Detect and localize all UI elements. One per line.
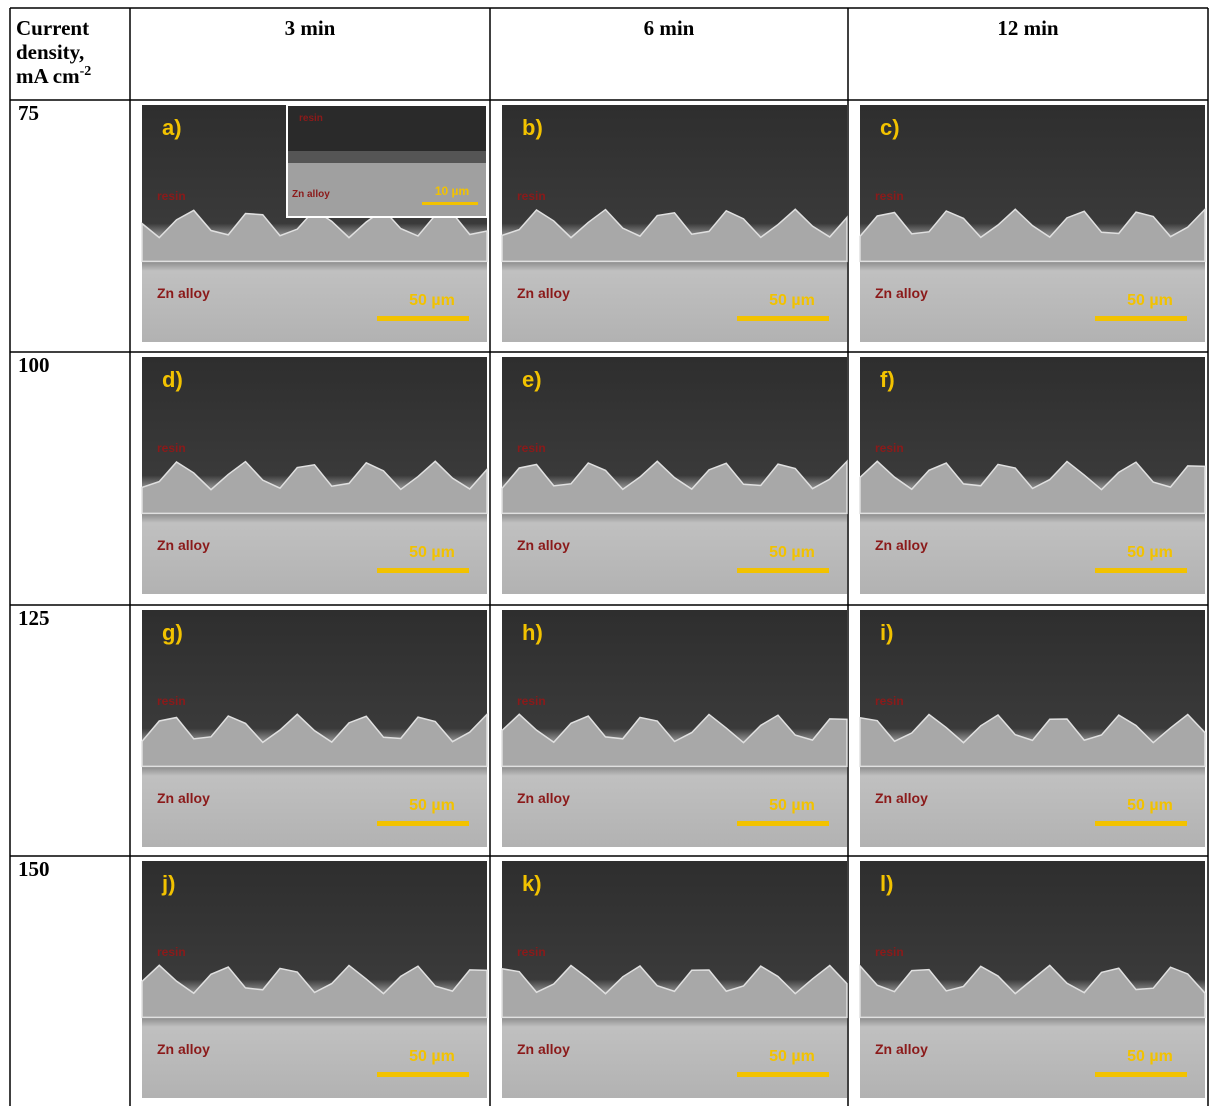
scale-bar bbox=[737, 1072, 829, 1077]
inset-resin-label: resin bbox=[299, 113, 323, 124]
scale-bar bbox=[737, 821, 829, 826]
alloy-label: Zn alloy bbox=[517, 537, 570, 553]
page: Currentdensity,mA cm-2 3 min 6 min 12 min 75… bbox=[0, 0, 1210, 1106]
resin-label: resin bbox=[875, 945, 904, 959]
resin-label: resin bbox=[157, 441, 186, 455]
column-header: 3 min bbox=[285, 16, 336, 40]
column-header: 6 min bbox=[644, 16, 695, 40]
scale-label: 50 µm bbox=[1127, 1048, 1173, 1065]
panel-letter: a) bbox=[162, 115, 182, 140]
panel-letter: b) bbox=[522, 115, 543, 140]
scale-bar bbox=[1095, 568, 1187, 573]
scale-label: 50 µm bbox=[769, 292, 815, 309]
panel-letter: l) bbox=[880, 871, 893, 896]
panel-letter: c) bbox=[880, 115, 900, 140]
scale-bar bbox=[377, 568, 469, 573]
row-label: 75 bbox=[18, 101, 39, 125]
row-label: 100 bbox=[18, 353, 50, 377]
alloy-label: Zn alloy bbox=[157, 790, 210, 806]
scale-bar bbox=[1095, 821, 1187, 826]
column-header: 12 min bbox=[997, 16, 1059, 40]
inset-scale-label: 10 µm bbox=[435, 184, 469, 198]
alloy-label: Zn alloy bbox=[875, 537, 928, 553]
resin-label: resin bbox=[875, 694, 904, 708]
row-label: 125 bbox=[18, 606, 50, 630]
table: Currentdensity,mA cm-2 3 min 6 min 12 min 75… bbox=[0, 0, 1210, 1106]
resin-label: resin bbox=[517, 694, 546, 708]
row-label: 150 bbox=[18, 857, 50, 881]
inset-scale-bar bbox=[422, 202, 478, 205]
header-text: Current bbox=[16, 16, 89, 40]
alloy-label: Zn alloy bbox=[875, 285, 928, 301]
alloy-label: Zn alloy bbox=[875, 1041, 928, 1057]
resin-label: resin bbox=[517, 441, 546, 455]
panel-letter: i) bbox=[880, 620, 893, 645]
scale-bar bbox=[377, 1072, 469, 1077]
resin-label: resin bbox=[157, 189, 186, 203]
panel-letter: k) bbox=[522, 871, 542, 896]
resin-label: resin bbox=[875, 441, 904, 455]
alloy-label: Zn alloy bbox=[517, 285, 570, 301]
panel-letter: f) bbox=[880, 367, 895, 392]
resin-label: resin bbox=[157, 945, 186, 959]
panel-letter: d) bbox=[162, 367, 183, 392]
inset-alloy-label: Zn alloy bbox=[292, 189, 330, 200]
scale-bar bbox=[377, 821, 469, 826]
scale-label: 50 µm bbox=[1127, 797, 1173, 814]
scale-bar bbox=[737, 316, 829, 321]
panel-letter: g) bbox=[162, 620, 183, 645]
scale-label: 50 µm bbox=[1127, 544, 1173, 561]
scale-label: 50 µm bbox=[1127, 292, 1173, 309]
scale-label: 50 µm bbox=[769, 1048, 815, 1065]
header-text: density, bbox=[16, 40, 84, 64]
scale-label: 50 µm bbox=[769, 797, 815, 814]
scale-label: 50 µm bbox=[409, 797, 455, 814]
alloy-label: Zn alloy bbox=[517, 1041, 570, 1057]
scale-bar bbox=[737, 568, 829, 573]
resin-label: resin bbox=[517, 189, 546, 203]
scale-label: 50 µm bbox=[769, 544, 815, 561]
resin-label: resin bbox=[875, 189, 904, 203]
scale-label: 50 µm bbox=[409, 292, 455, 309]
superscript: -2 bbox=[80, 64, 92, 79]
header-text: mA cm-2 bbox=[16, 64, 91, 88]
scale-label: 50 µm bbox=[409, 1048, 455, 1065]
panel-letter: j) bbox=[161, 871, 175, 896]
panel-letter: e) bbox=[522, 367, 542, 392]
scale-label: 50 µm bbox=[409, 544, 455, 561]
alloy-label: Zn alloy bbox=[157, 285, 210, 301]
scale-bar bbox=[1095, 316, 1187, 321]
resin-label: resin bbox=[157, 694, 186, 708]
alloy-label: Zn alloy bbox=[875, 790, 928, 806]
panel-letter: h) bbox=[522, 620, 543, 645]
alloy-label: Zn alloy bbox=[157, 1041, 210, 1057]
scale-bar bbox=[1095, 1072, 1187, 1077]
scale-bar bbox=[377, 316, 469, 321]
alloy-label: Zn alloy bbox=[157, 537, 210, 553]
resin-label: resin bbox=[517, 945, 546, 959]
alloy-label: Zn alloy bbox=[517, 790, 570, 806]
